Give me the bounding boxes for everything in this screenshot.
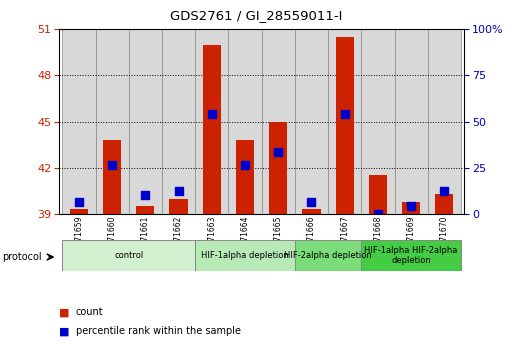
Bar (269, 121, 287, 214)
Bar (336, 37, 354, 214)
Text: control: control (114, 251, 143, 260)
Text: percentile rank within the sample: percentile rank within the sample (76, 326, 241, 336)
Text: ■: ■ (59, 326, 69, 336)
Bar (129, 29, 162, 214)
Bar (195, 240, 295, 271)
Point (208, 111, 216, 117)
Point (108, 162, 116, 167)
Text: HIF-2alpha depletion: HIF-2alpha depletion (284, 251, 372, 260)
Text: GDS2761 / GI_28559011-I: GDS2761 / GI_28559011-I (170, 9, 343, 22)
Text: HIF-1alpha depletion: HIF-1alpha depletion (201, 251, 289, 260)
Text: count: count (76, 307, 104, 317)
Bar (428, 29, 461, 214)
Point (141, 193, 149, 198)
Bar (195, 29, 228, 214)
Text: HIF-1alpha HIF-2alpha
depletion: HIF-1alpha HIF-2alpha depletion (364, 246, 458, 265)
Bar (394, 29, 428, 214)
Bar (361, 240, 461, 271)
Point (374, 211, 382, 217)
Bar (262, 29, 295, 214)
Text: ■: ■ (59, 307, 69, 317)
Bar (169, 198, 188, 214)
Bar (95, 29, 129, 214)
Bar (369, 176, 387, 214)
Bar (203, 45, 221, 214)
Bar (62, 29, 95, 214)
Bar (295, 29, 328, 214)
Bar (236, 140, 254, 214)
Bar (302, 209, 321, 214)
Bar (435, 194, 453, 214)
Bar (361, 29, 394, 214)
Point (407, 204, 415, 209)
Point (241, 162, 249, 167)
Bar (295, 240, 361, 271)
Point (274, 150, 282, 155)
Point (341, 111, 349, 117)
Bar (162, 29, 195, 214)
Bar (328, 29, 361, 214)
Bar (402, 201, 420, 214)
Point (174, 188, 183, 194)
Bar (70, 209, 88, 214)
Point (307, 199, 315, 204)
Bar (136, 206, 154, 214)
Point (75, 199, 83, 204)
Bar (228, 29, 262, 214)
Bar (62, 240, 195, 271)
Text: protocol: protocol (3, 252, 42, 262)
Bar (103, 140, 121, 214)
Point (440, 188, 448, 194)
